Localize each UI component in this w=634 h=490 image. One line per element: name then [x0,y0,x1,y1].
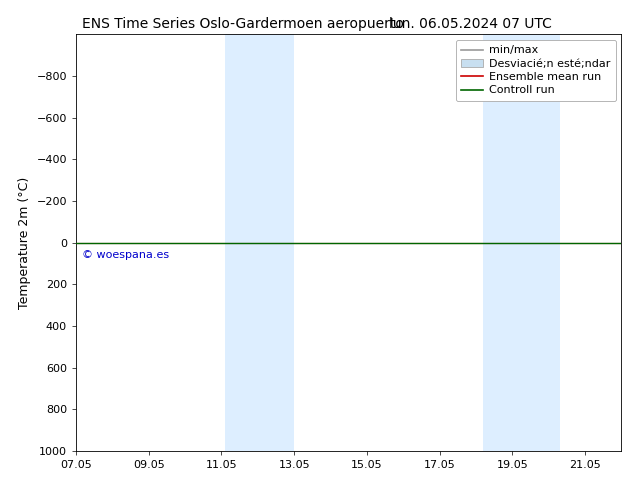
Bar [225,34,294,451]
Bar [483,34,560,451]
Y-axis label: Temperature 2m (°C): Temperature 2m (°C) [18,176,31,309]
Text: ENS Time Series Oslo-Gardermoen aeropuerto: ENS Time Series Oslo-Gardermoen aeropuer… [82,17,404,31]
Legend: min/max, Desviacié;n esté;ndar, Ensemble mean run, Controll run: min/max, Desviacié;n esté;ndar, Ensemble… [455,40,616,101]
Text: © woespana.es: © woespana.es [82,250,169,260]
Text: lun. 06.05.2024 07 UTC: lun. 06.05.2024 07 UTC [389,17,552,31]
